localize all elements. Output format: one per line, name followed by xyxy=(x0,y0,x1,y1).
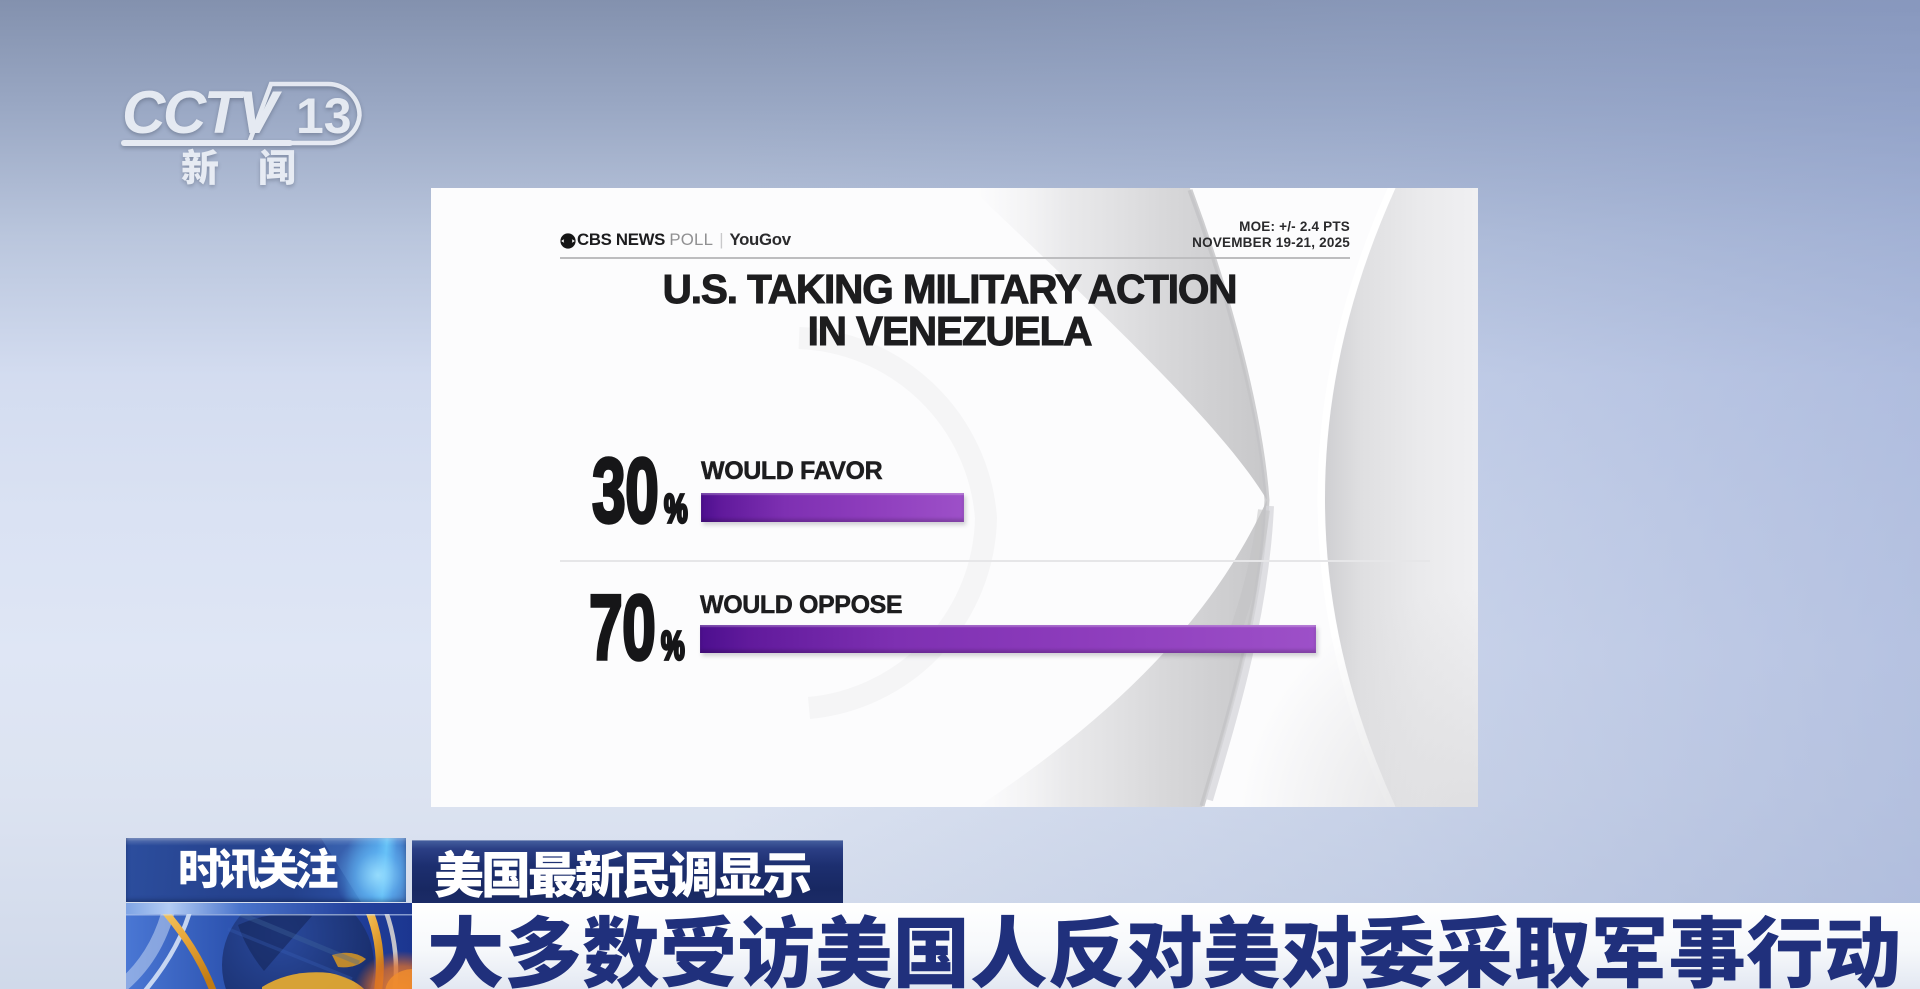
svg-text:13: 13 xyxy=(296,88,352,144)
